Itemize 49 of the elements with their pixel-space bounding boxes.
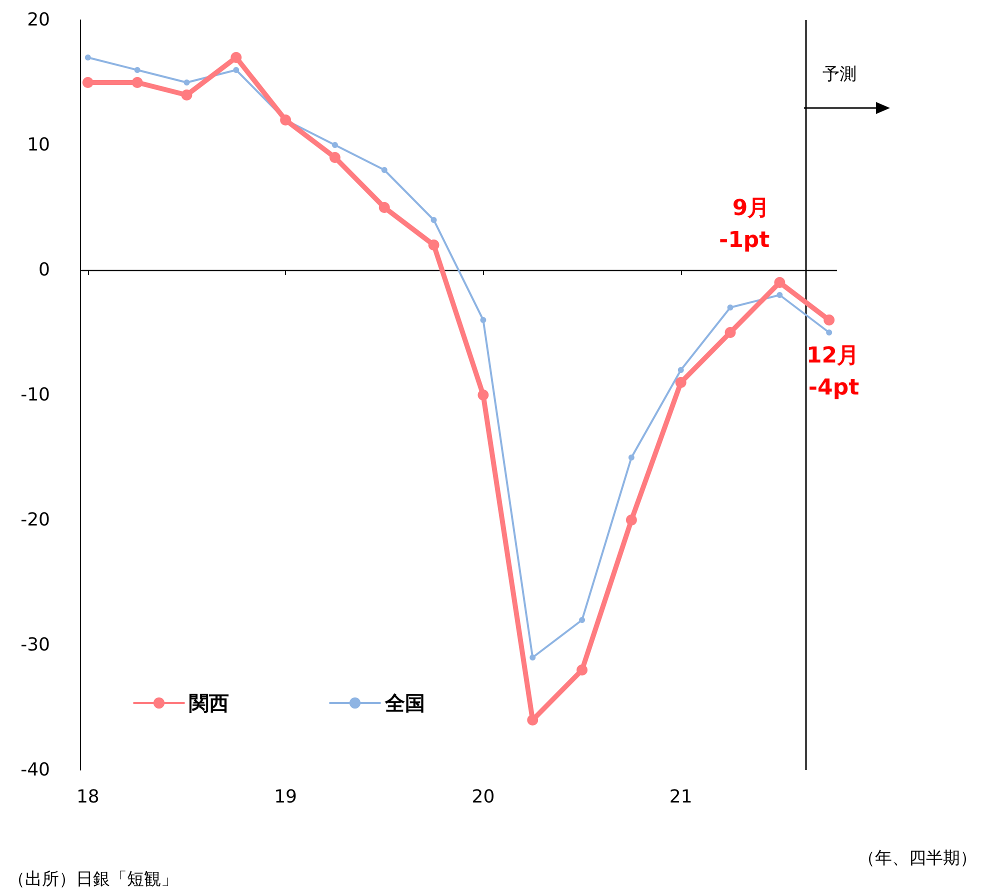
point [480,317,486,323]
point [233,67,240,73]
point [826,330,832,336]
point [478,390,489,400]
point [381,167,388,173]
point [527,714,538,726]
annotation: 9月 -1pt [718,196,770,253]
point [134,67,140,73]
text: （出所）日銀「短観」 [8,870,178,890]
y-tick-label: -10 [20,384,50,406]
point [84,54,91,60]
y-tick-label: -40 [20,760,50,780]
point [579,617,586,623]
point [727,304,734,310]
point [724,327,736,338]
point [530,654,536,660]
y-tick-label: 10 [27,134,50,156]
point [132,77,143,88]
point [776,292,783,298]
x-axis-title: （年、四半期） [858,848,977,868]
point [329,152,340,163]
x-tick-label: 18 [76,786,100,808]
legend-label: 全国 [384,691,425,715]
x-tick-label: 19 [274,786,298,808]
x-tick-label: 21 [669,786,692,808]
legend-label: 関西 [189,691,229,715]
point [280,114,292,126]
point [678,367,684,373]
point [184,80,190,86]
point [181,90,192,100]
point [332,142,338,148]
point [82,77,94,88]
x-tick-label: 20 [472,786,495,808]
point [430,217,437,223]
point [675,377,686,388]
point [428,240,440,250]
y-tick-label: 0 [38,260,50,280]
point [378,202,390,213]
point [824,314,835,326]
point [230,52,242,63]
ref-line-label: 予測 [822,64,856,84]
point [628,454,634,460]
point [774,277,786,288]
point [576,664,588,676]
y-tick-label: -20 [20,510,50,530]
y-tick-label: -30 [20,634,50,656]
annotation: 12月 -4pt [806,344,860,400]
point [626,514,637,526]
y-tick-label: 20 [27,10,50,30]
